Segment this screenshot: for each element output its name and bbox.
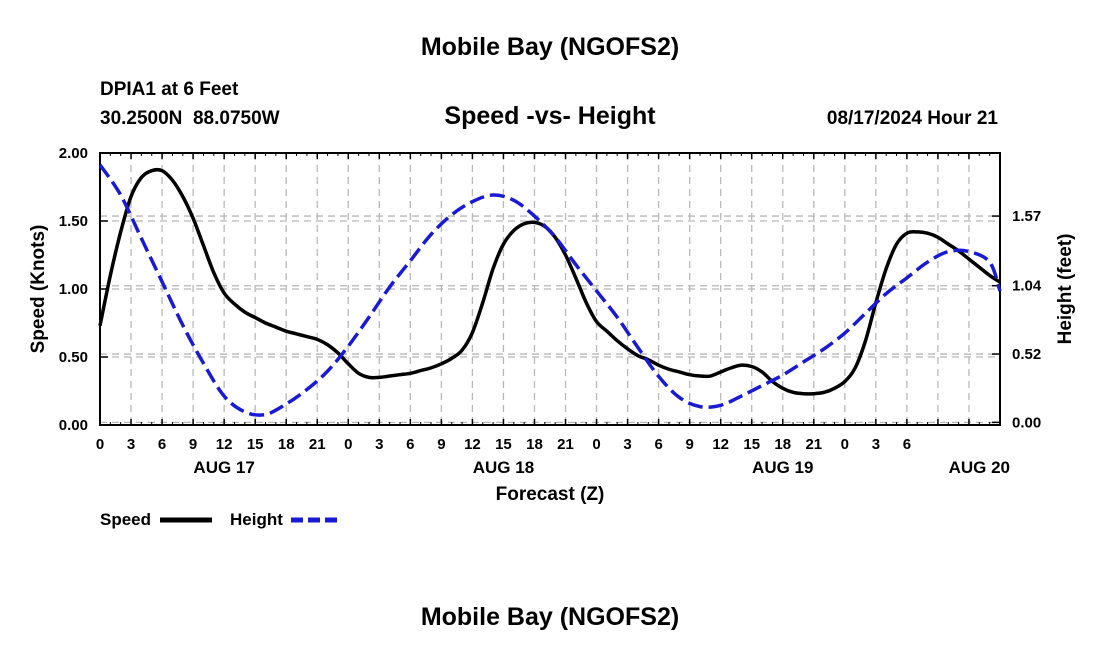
y-right-tick-label: 0.00: [1012, 414, 1041, 431]
x-tick-label: 3: [623, 436, 631, 453]
x-tick-label: 3: [872, 436, 880, 453]
location-label: 30.2500N 88.0750W: [100, 108, 280, 129]
footer-title: Mobile Bay (NGOFS2): [421, 603, 679, 631]
x-tick-label: 12: [464, 436, 481, 453]
y-right-tick-label: 1.04: [1012, 278, 1042, 295]
x-tick-label: 0: [841, 436, 849, 453]
chart-title: Mobile Bay (NGOFS2): [421, 33, 679, 61]
grid-layer: [100, 153, 1000, 425]
x-tick-label: 21: [557, 436, 574, 453]
x-tick-label: 15: [495, 436, 512, 453]
y-left-tick-label: 1.00: [59, 281, 88, 298]
x-tick-label: 21: [309, 436, 326, 453]
tick-layer: 0 3 6 9 12 15 18 21 0 3 6 9 12 15 18 21 0 3 6 9 12 15 18 21 0 3 6 A…: [59, 145, 1042, 477]
x-date-label: AUG 17: [193, 458, 254, 477]
x-tick-label: 15: [743, 436, 760, 453]
y-left-tick-label: 1.50: [59, 213, 88, 230]
legend: Speed Height: [100, 510, 342, 529]
legend-label-height: Height: [230, 510, 283, 529]
x-tick-label: 9: [685, 436, 693, 453]
x-tick-label: 9: [437, 436, 445, 453]
y-right-tick-label: 1.57: [1012, 208, 1041, 225]
x-tick-label: 6: [903, 436, 911, 453]
y-right-tick-label: 0.52: [1012, 346, 1041, 363]
x-axis-label: Forecast (Z): [496, 484, 605, 505]
x-date-label: AUG 18: [473, 458, 534, 477]
x-tick-label: 3: [127, 436, 135, 453]
x-tick-label: 18: [278, 436, 295, 453]
y-axis-right-label: Height (feet): [1055, 234, 1076, 345]
x-date-label: AUG 19: [752, 458, 813, 477]
y-left-tick-label: 2.00: [59, 145, 88, 162]
x-tick-label: 15: [247, 436, 264, 453]
series-line-height: [98, 163, 1002, 417]
y-left-tick-label: 0.00: [59, 417, 88, 434]
series-layer: [98, 163, 1002, 417]
x-tick-label: 3: [375, 436, 383, 453]
station-label: DPIA1 at 6 Feet: [100, 79, 239, 100]
x-tick-label: 0: [592, 436, 600, 453]
datetime-label: 08/17/2024 Hour 21: [827, 108, 999, 129]
x-tick-label: 12: [216, 436, 233, 453]
series-line-speed: [98, 167, 1001, 396]
y-axis-left-label: Speed (Knots): [28, 225, 49, 354]
x-tick-label: 6: [158, 436, 166, 453]
x-tick-label: 21: [805, 436, 822, 453]
x-tick-label: 18: [526, 436, 543, 453]
x-tick-label: 6: [406, 436, 414, 453]
y-left-tick-label: 0.50: [59, 349, 88, 366]
x-date-label: AUG 20: [949, 458, 1010, 477]
chart-subtitle: Speed -vs- Height: [444, 102, 656, 130]
x-tick-label: 12: [712, 436, 729, 453]
x-tick-label: 6: [654, 436, 662, 453]
legend-label-speed: Speed: [100, 510, 151, 529]
x-tick-label: 18: [774, 436, 791, 453]
x-tick-label: 9: [189, 436, 197, 453]
x-tick-label: 0: [344, 436, 352, 453]
x-tick-label: 0: [96, 436, 104, 453]
